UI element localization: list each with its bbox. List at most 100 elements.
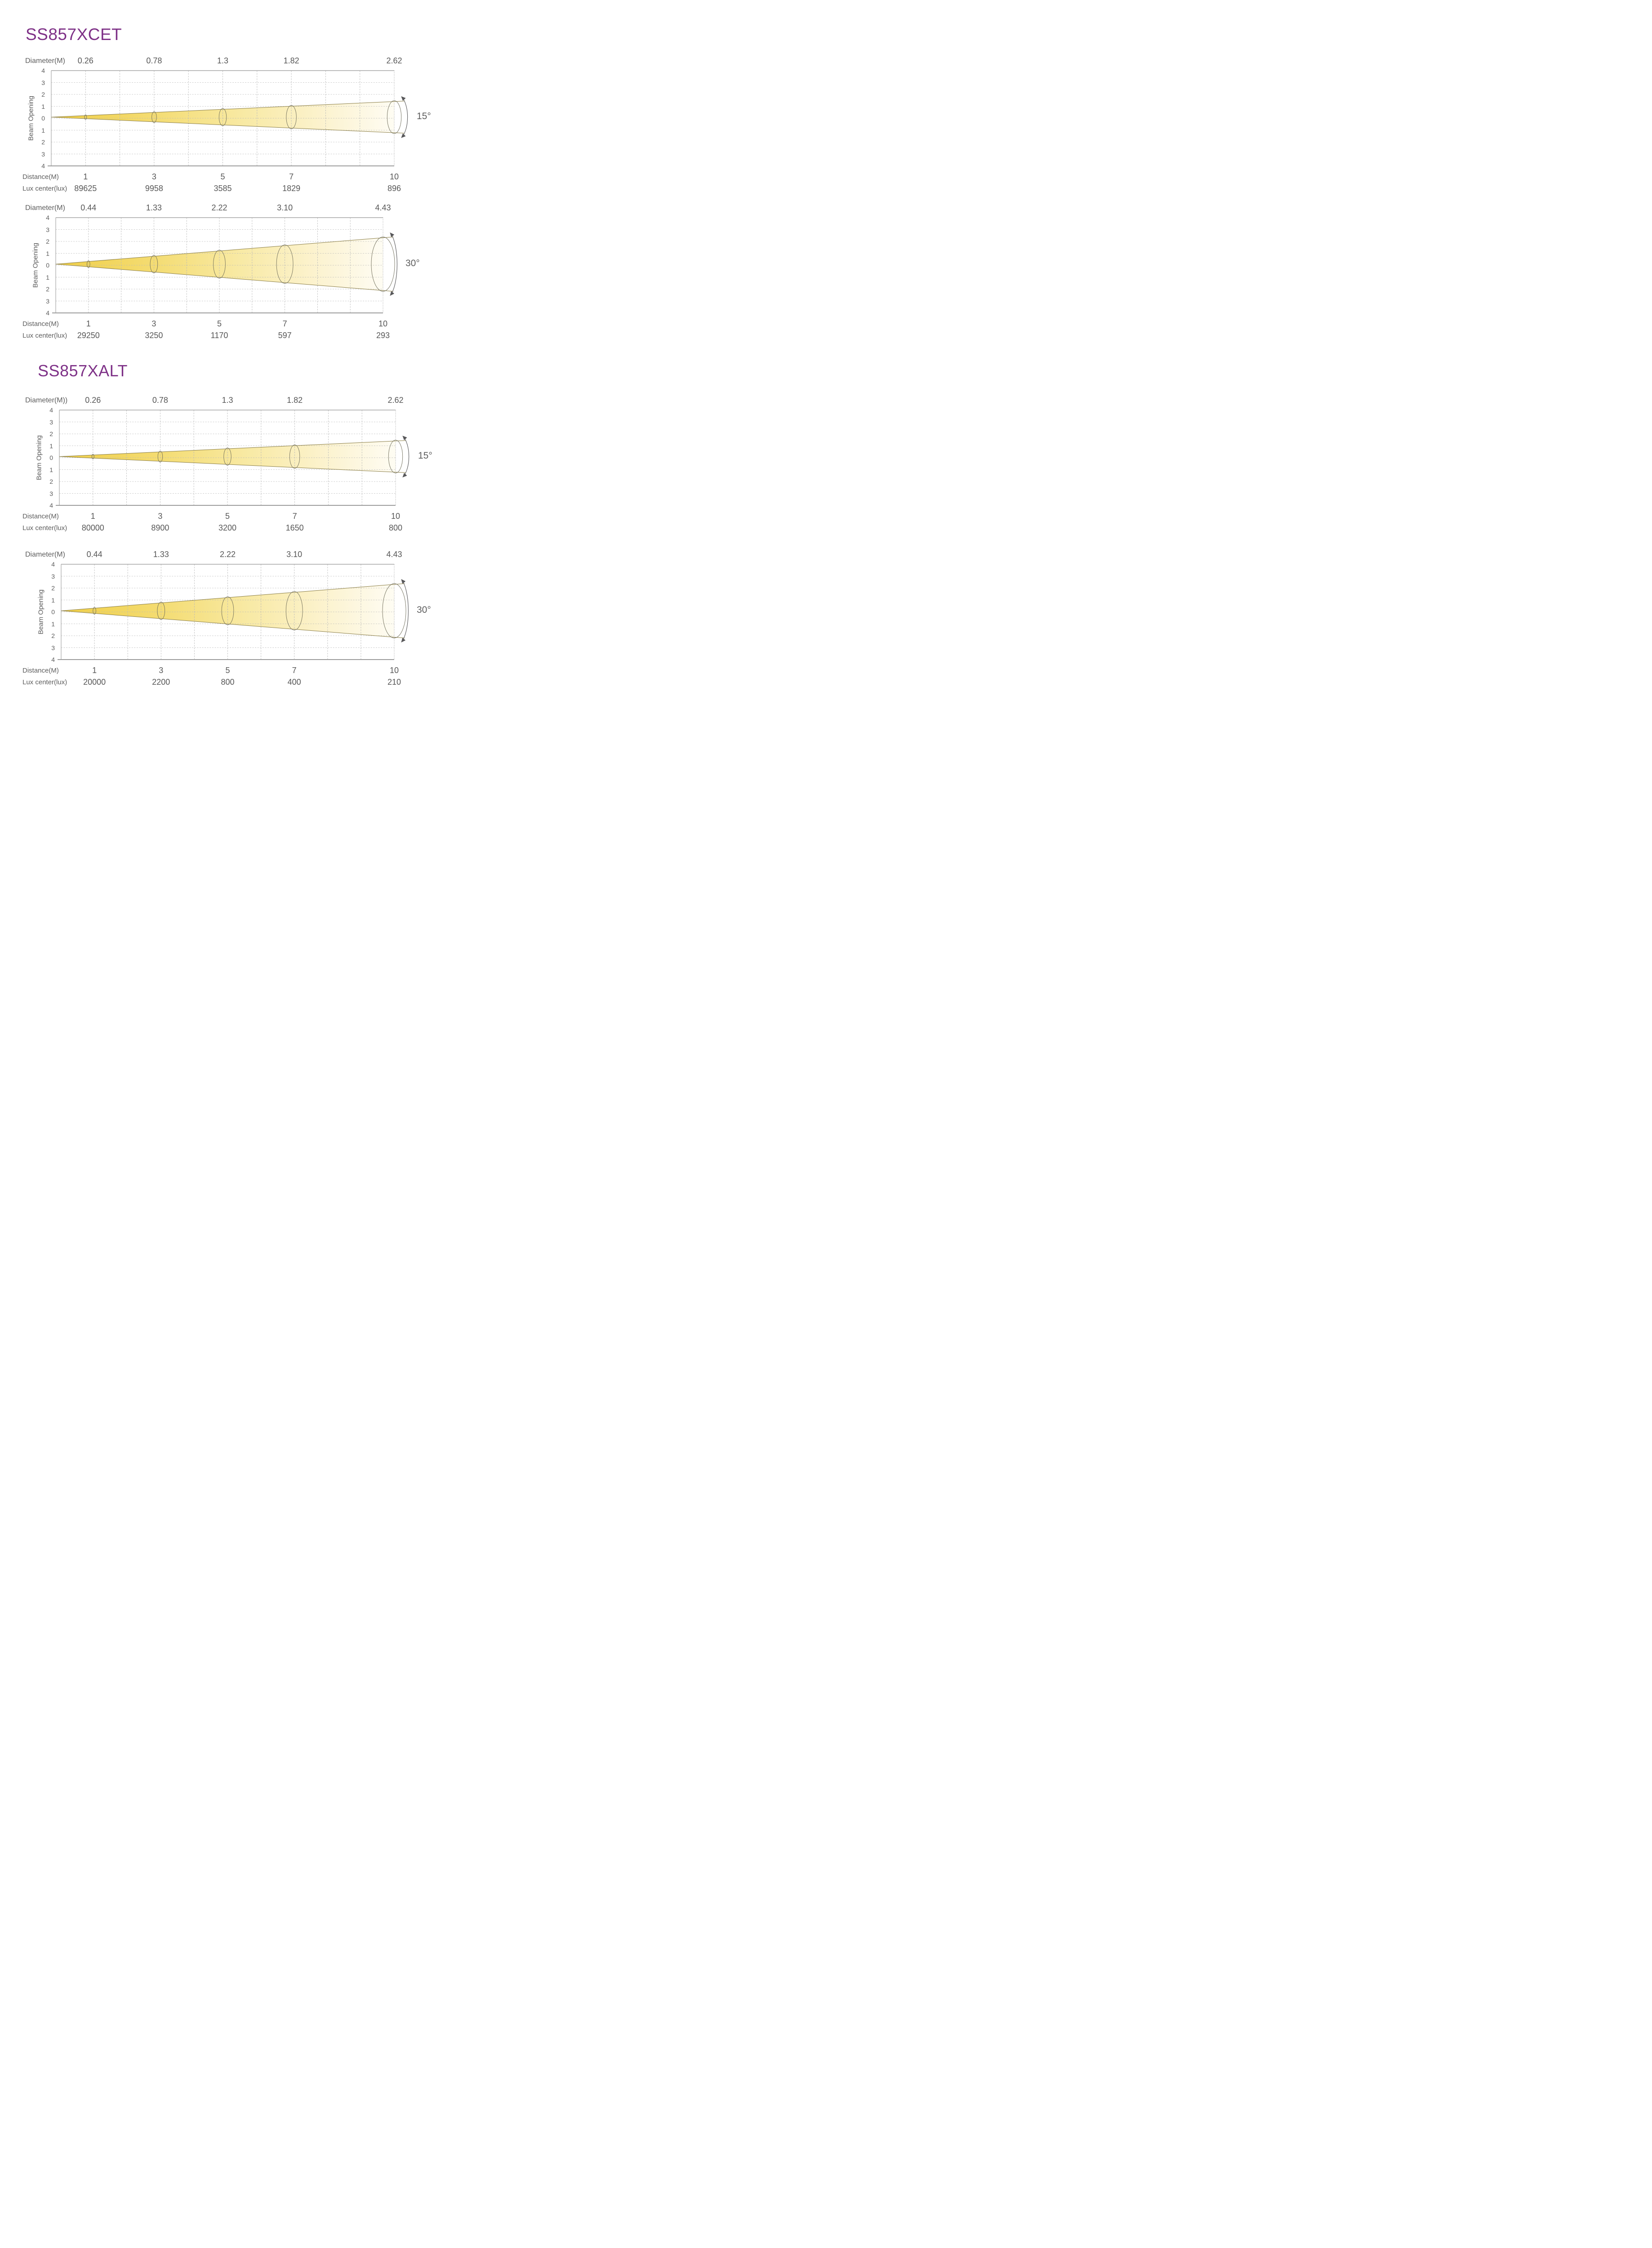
distance-row-label: Distance(M) [22,173,59,181]
product-title: SS857XALT [38,361,128,380]
diameter-value: 2.22 [211,203,227,212]
beam-opening-axis-label: Beam Opening [31,242,40,288]
y-tick-label: 1 [51,620,55,628]
lux-value: 89625 [74,184,97,193]
distance-value: 5 [225,512,230,521]
y-tick-label: 2 [49,478,53,485]
diameter-value: 4.43 [375,203,391,212]
beam-cone [56,237,383,291]
distance-value: 7 [292,512,297,521]
diameter-row-label: Diameter(M)) [25,397,68,404]
distance-value: 1 [90,512,95,521]
y-tick-label: 2 [51,584,55,592]
beam-edge-line [55,236,394,264]
y-tick-label: 2 [41,138,45,146]
y-tick-label: 3 [46,226,49,233]
beam-angle-label: 30° [417,604,431,615]
distance-value: 3 [151,319,156,328]
y-tick-label: 1 [41,103,45,110]
beam-edge-line [61,611,405,638]
beam-section-ellipse [150,255,158,273]
beam-section-ellipse [151,111,157,123]
beam-chart-15deg: Diameter(M)) 0.26 0.78 1.3 1.82 2.62 4 3 2 1 0 1 2 3 4… [0,396,441,533]
y-tick-label: 3 [41,79,45,86]
distance-value: 5 [225,666,230,675]
diameter-value: 1.3 [222,396,233,405]
distance-row-label: Distance(M) [22,667,59,674]
y-tick-label: 3 [41,150,45,158]
beam-angle-label: 15° [418,450,432,461]
y-tick-label: 3 [46,297,49,305]
beam-section-ellipse [285,591,303,630]
diameter-value: 2.22 [219,550,236,559]
distance-row-label: Distance(M) [22,513,59,520]
lux-value: 9958 [145,184,163,193]
y-tick-label: 2 [46,238,49,245]
y-tick-label: 2 [46,285,49,293]
distance-value: 3 [151,172,156,181]
y-tick-label: 1 [49,442,53,450]
lux-value: 80000 [81,523,104,532]
diameter-value: 1.33 [146,203,162,212]
beam-section-ellipse [221,596,234,625]
lux-value: 8900 [151,523,169,532]
beam-edge-line [59,456,406,473]
beam-section-ellipse [223,447,232,466]
y-tick-label: 3 [51,644,55,651]
y-tick-label: 4 [51,656,55,663]
y-tick-label: 1 [46,273,49,281]
vertical-gridlines [88,218,351,313]
distance-value: 5 [220,172,225,181]
y-tick-label: 3 [49,490,53,497]
distance-value: 10 [391,512,401,521]
beam-section-ellipse [157,602,165,620]
beam-section-ellipse [91,454,94,459]
beam-plot-svg [52,217,397,313]
beam-edge-line [51,101,405,117]
distance-value: 10 [378,319,388,328]
y-tick-label: 4 [46,214,49,221]
beam-section-ellipse [84,114,87,120]
beam-angle-arc [401,96,408,138]
beam-edge-line [61,583,405,611]
beam-chart-30deg: Diameter(M) 0.44 1.33 2.22 3.10 4.43 4 3 2 1 0 1 2 3 4… [0,550,441,687]
lux-row-label: Lux center(lux) [22,678,67,686]
beam-edge-line [51,117,405,134]
vertical-gridlines [85,71,361,166]
beam-cone [51,101,394,133]
distance-value: 7 [292,666,297,675]
y-tick-label: 1 [51,596,55,604]
beam-section-ellipse [93,607,96,615]
beam-section-ellipse [218,108,227,126]
diameter-value: 2.62 [386,56,402,65]
beam-section-ellipse [276,245,294,284]
beam-section-ellipse [382,583,406,638]
y-tick-label: 1 [46,250,49,257]
diameter-value: 0.26 [85,396,101,405]
diameter-value: 1.82 [287,396,303,405]
diameter-value: 1.82 [283,56,299,65]
beam-section-ellipse [371,236,395,292]
diameter-value: 0.26 [77,56,94,65]
beam-chart-15deg: Diameter(M) 0.26 0.78 1.3 1.82 2.62 4 3 2 1 0 1 2 3 4 B… [0,56,441,194]
diameter-row-label: Diameter(M) [25,551,65,558]
distance-value: 10 [389,172,399,181]
beam-angle-arc [390,232,397,296]
lux-value: 800 [388,523,403,532]
lux-value: 400 [287,678,301,687]
diameter-value: 0.44 [80,203,97,212]
lux-row-label: Lux center(lux) [22,524,67,532]
diameter-value: 3.10 [277,203,293,212]
y-tick-label: 3 [49,418,53,426]
beam-plot-svg [58,564,409,660]
beam-section-ellipse [157,450,163,463]
y-tick-label: 0 [51,608,55,616]
distance-value: 5 [217,319,222,328]
diameter-row-label: Diameter(M) [25,204,65,212]
distance-value: 1 [92,666,97,675]
distance-value: 1 [86,319,91,328]
lux-value: 800 [221,678,235,687]
distance-value: 10 [389,666,399,675]
lux-value: 3200 [218,523,237,532]
lux-value: 3250 [145,331,163,340]
